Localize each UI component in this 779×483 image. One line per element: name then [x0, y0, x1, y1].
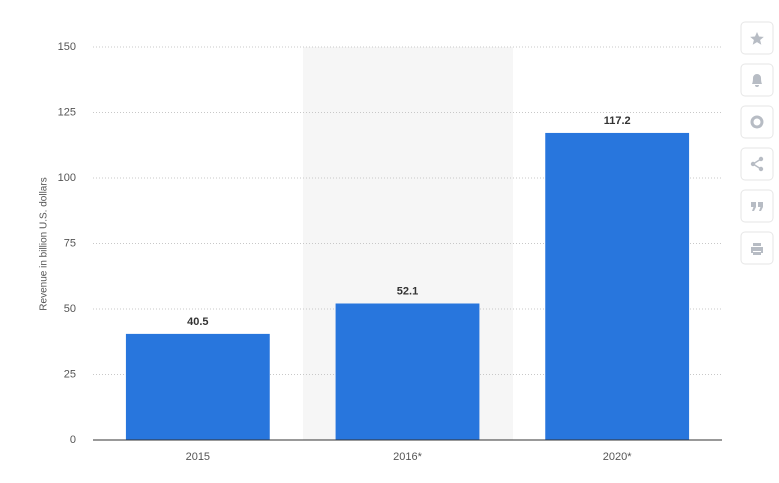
bar — [545, 132, 690, 440]
y-tick-label: 0 — [70, 434, 76, 446]
gear-icon — [750, 115, 764, 129]
share-button[interactable] — [740, 147, 774, 181]
print-icon — [751, 243, 763, 255]
data-label: 40.5 — [187, 316, 208, 328]
y-tick-label: 100 — [58, 172, 76, 184]
data-label: 52.1 — [397, 285, 418, 297]
bar — [125, 333, 270, 440]
y-tick-label: 150 — [58, 41, 76, 53]
x-tick-label: 2016* — [393, 451, 422, 463]
bell-icon — [752, 74, 762, 87]
settings-button[interactable] — [740, 105, 774, 139]
quote-icon — [751, 202, 763, 211]
y-tick-label: 125 — [58, 106, 76, 118]
y-tick-label: 25 — [64, 368, 76, 380]
y-tick-label: 50 — [64, 303, 76, 315]
x-tick-label: 2020* — [603, 451, 632, 463]
x-tick-label: 2015 — [186, 451, 210, 463]
cite-button[interactable] — [740, 189, 774, 223]
y-tick-label: 75 — [64, 237, 76, 249]
share-icon — [750, 156, 764, 172]
data-label: 117.2 — [604, 115, 631, 127]
star-icon — [750, 32, 764, 45]
bar — [335, 303, 480, 440]
toolbar — [740, 21, 774, 265]
y-axis-label: Revenue in billion U.S. dollars — [39, 177, 50, 310]
